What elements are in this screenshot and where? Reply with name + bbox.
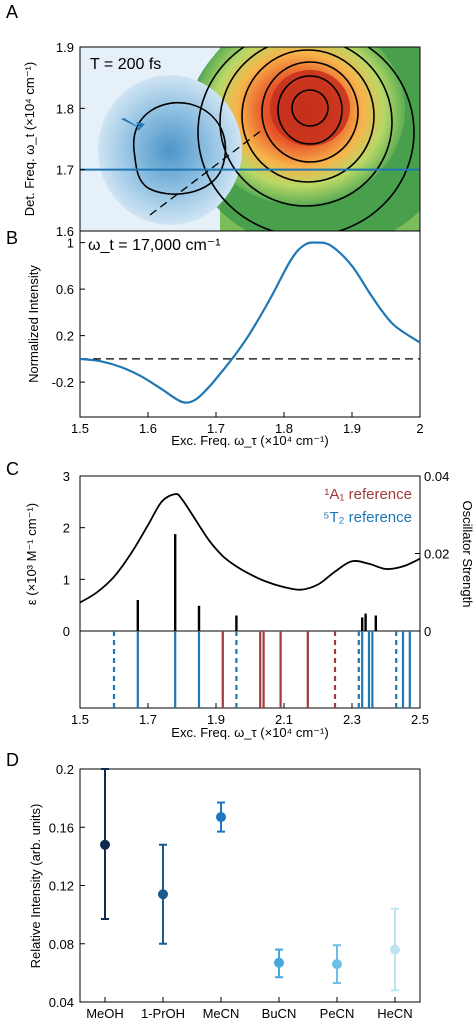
panel-c-xticks: 1.5 1.7 1.9 2.1 2.3 2.5	[71, 703, 429, 727]
panel-d-ylabel: Relative Intensity (arb. units)	[28, 804, 43, 969]
data-point-meoh	[100, 768, 110, 920]
panel-d-xticks: MeOH 1-PrOH MeCN BuCN PeCN HeCN	[86, 997, 413, 1021]
y2tick-label: 0	[424, 624, 431, 639]
ytick-label: 0.08	[49, 937, 74, 952]
panel-b-ylabel: Normalized Intensity	[26, 265, 41, 383]
category-label: MeCN	[203, 1006, 240, 1021]
ytick-label: 0.12	[49, 879, 74, 894]
ytick-label: 2	[63, 521, 70, 536]
panel-b-xlabel: Exc. Freq. ω_τ (×10⁴ cm⁻¹)	[171, 433, 328, 448]
category-label: 1-PrOH	[141, 1006, 185, 1021]
panel-label-a: A	[6, 2, 18, 22]
ytick-label: 1	[67, 236, 74, 251]
panel-label-c: C	[6, 459, 19, 479]
ytick-label: 0.2	[56, 762, 74, 777]
category-label: PeCN	[320, 1006, 355, 1021]
panel-d-yticks: 0.04 0.08 0.12 0.16 0.2	[49, 762, 85, 1010]
xtick-label: 1.5	[71, 712, 89, 727]
category-label: HeCN	[377, 1006, 412, 1021]
xtick-label: 1.7	[207, 421, 225, 436]
ytick-label: 1.6	[56, 224, 74, 239]
reference-lines	[112, 631, 411, 708]
ytick-label: 0.04	[49, 995, 74, 1010]
ytick-label: -0.2	[52, 375, 74, 390]
data-marker	[216, 812, 226, 823]
panel-c: C 1.5 1.7 1.9 2.1 2.3 2.5 0 1 2 3 0 0.02 0.04 ¹A₁ …	[6, 459, 474, 740]
data-marker	[274, 957, 284, 968]
heatmap-2d-spectrum	[80, 47, 420, 231]
ytick-label: 0.16	[49, 820, 74, 835]
xtick-label: 2.1	[275, 712, 293, 727]
panel-c-yticks: 0 1 2 3	[63, 469, 85, 639]
panel-b-xticks: 1.5 1.6 1.7 1.8 1.9 2	[71, 412, 424, 436]
xtick-label: 1.9	[343, 421, 361, 436]
data-marker	[332, 959, 342, 970]
category-label: BuCN	[262, 1006, 297, 1021]
panel-c-y2ticks: 0 0.02 0.04	[415, 469, 449, 639]
xtick-label: 1.5	[71, 421, 89, 436]
ytick-label: 3	[63, 469, 70, 484]
panel-label-b: B	[6, 228, 18, 248]
ytick-label: 1.9	[56, 40, 74, 55]
xtick-label: 1.9	[207, 712, 225, 727]
negative-peak	[98, 75, 242, 225]
xtick-label: 1.6	[139, 421, 157, 436]
ytick-label: 1.8	[56, 101, 74, 116]
positive-peak	[270, 70, 350, 146]
panel-a-ylabel: Det. Freq. ω_t (×10⁴ cm⁻¹)	[22, 62, 37, 216]
panel-b-annotation: ω_t = 17,000 cm⁻¹	[88, 237, 221, 254]
panel-c-y2label: Oscillator Strength	[460, 501, 474, 608]
xtick-label: 2	[416, 421, 423, 436]
panel-a-annotation: T = 200 fs	[90, 56, 161, 73]
xtick-label: 1.8	[275, 421, 293, 436]
legend-1a1: ¹A₁ reference	[324, 486, 412, 503]
y2tick-label: 0.02	[424, 547, 449, 562]
ytick-label: 0.6	[56, 282, 74, 297]
normalized-intensity-trace	[79, 241, 421, 404]
panel-d: D MeOH 1-PrOH MeCN BuCN PeCN HeCN 0.04 0.08 0.1…	[6, 750, 421, 1021]
xtick-label: 1.7	[139, 712, 157, 727]
panel-label-d: D	[6, 750, 19, 770]
panel-c-ylabel: ε (×10³ M⁻¹ cm⁻¹)	[24, 503, 39, 605]
ytick-label: 1.7	[56, 163, 74, 178]
data-point-1-proh	[158, 843, 168, 945]
data-point-hecn	[390, 907, 400, 992]
y2tick-label: 0.04	[424, 469, 449, 484]
panel-b-yticks: -0.2 0.2 0.6 1	[52, 236, 85, 390]
category-label: MeOH	[86, 1006, 124, 1021]
ytick-label: 1	[63, 572, 70, 587]
panel-c-xlabel: Exc. Freq. ω_τ (×10⁴ cm⁻¹)	[171, 725, 328, 740]
xtick-label: 2.3	[343, 712, 361, 727]
legend-5t2: ⁵T₂ reference	[323, 509, 412, 526]
ytick-label: 0.2	[56, 329, 74, 344]
data-marker	[390, 944, 400, 955]
absorption-spectrum	[79, 493, 421, 604]
data-marker	[100, 839, 110, 850]
panel-b: B ω_t = 17,000 cm⁻¹ 1.5 1.6 1.7 1.8 1.9 2 -0.…	[6, 228, 424, 448]
panel-a: A T = 200 fs 1.6 1.7 1.8 1.9	[6, 2, 421, 239]
oscillator-sticks	[136, 534, 377, 631]
data-point-mecn	[216, 801, 226, 833]
data-point-bucn	[274, 948, 284, 979]
svg-text:T = 200 fs: T = 200 fs	[90, 56, 161, 73]
xtick-label: 2.5	[411, 712, 429, 727]
data-marker	[158, 889, 168, 900]
ytick-label: 0	[63, 624, 70, 639]
relative-intensity-points	[100, 768, 400, 992]
data-point-pecn	[332, 944, 342, 985]
panel-a-yticks: 1.6 1.7 1.8 1.9	[56, 40, 85, 239]
arrow-icon	[121, 118, 145, 131]
